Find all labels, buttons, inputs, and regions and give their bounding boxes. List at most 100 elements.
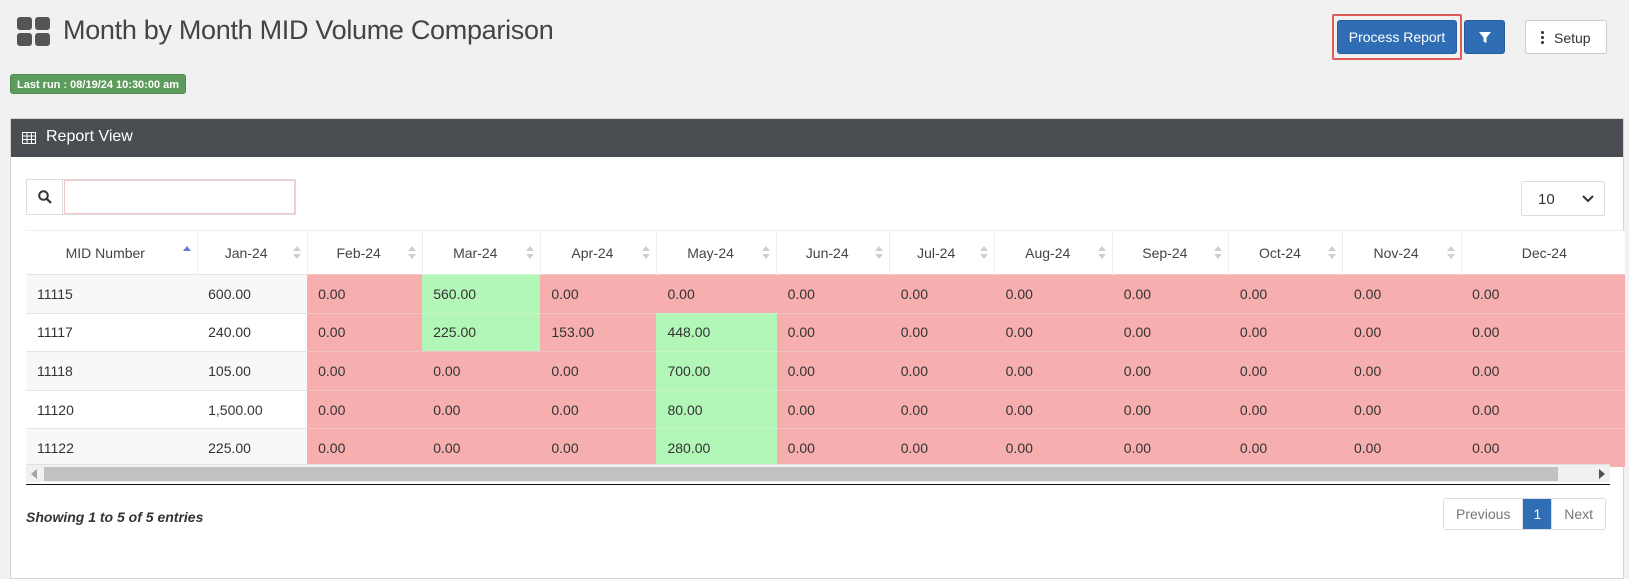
volume-cell: 0.00 (1461, 351, 1625, 391)
sort-arrows-icon (762, 246, 771, 260)
sort-arrows-icon (1328, 246, 1337, 260)
previous-page-button[interactable]: Previous (1444, 499, 1524, 529)
column-header-label: Mar-24 (453, 244, 498, 261)
sort-arrows-icon (980, 246, 989, 260)
kebab-icon (1541, 31, 1545, 45)
volume-cell: 0.00 (1112, 389, 1229, 429)
table-row: 11115 600.00 0.00 560.00 0.00 0.00 0.00 0.00 0.0… (26, 274, 1625, 314)
sort-arrows-icon (182, 246, 191, 260)
volume-cell: 0.00 (1342, 274, 1462, 314)
column-header[interactable]: Jan-24 (197, 230, 308, 275)
volume-cell: 0.00 (307, 389, 423, 429)
scrollbar-thumb[interactable] (44, 467, 1558, 481)
column-header-label: Sep-24 (1142, 244, 1188, 261)
volume-cell: 0.00 (994, 389, 1113, 429)
setup-button[interactable]: Setup (1525, 20, 1607, 54)
volume-cell: 0.00 (889, 351, 995, 391)
column-header-label: Jan-24 (224, 244, 268, 261)
volume-cell: 0.00 (540, 351, 657, 391)
column-header[interactable]: Sep-24 (1112, 230, 1230, 275)
mid-number-cell: 11122 (26, 428, 198, 468)
column-header-label: Feb-24 (336, 244, 381, 261)
volume-cell: 0.00 (540, 428, 657, 468)
volume-cell: 0.00 (994, 351, 1113, 391)
sort-arrows-icon (641, 246, 650, 260)
column-header[interactable]: Jul-24 (889, 230, 996, 275)
search-input[interactable] (64, 180, 295, 214)
volume-cell: 225.00 (197, 428, 308, 468)
column-header[interactable]: May-24 (656, 230, 778, 275)
filter-icon (1479, 32, 1491, 43)
page-title: Month by Month MID Volume Comparison (63, 15, 554, 45)
volume-cell: 0.00 (1112, 351, 1229, 391)
volume-cell: 80.00 (656, 389, 777, 429)
mid-number-cell: 11120 (26, 389, 198, 429)
page-1-button[interactable]: 1 (1523, 499, 1552, 529)
volume-cell: 0.00 (1342, 428, 1462, 468)
search-icon-cell (27, 180, 63, 214)
volume-cell: 0.00 (776, 274, 890, 314)
volume-cell: 240.00 (197, 312, 308, 352)
column-header-label: Jul-24 (917, 244, 956, 261)
volume-cell: 0.00 (1228, 312, 1343, 352)
report-table: MID Number Jan-24 Feb-24 Mar-24 Apr-24 May-24… (26, 230, 1625, 468)
volume-cell: 0.00 (776, 312, 890, 352)
table-row: 11120 1,500.00 0.00 0.00 0.00 80.00 0.00 0.00 0.… (26, 389, 1625, 429)
volume-cell: 0.00 (889, 428, 995, 468)
volume-cell: 153.00 (540, 312, 657, 352)
column-header[interactable]: Dec-24 (1461, 230, 1625, 275)
column-header-label: Jun-24 (805, 244, 849, 261)
column-header-label: Oct-24 (1258, 244, 1301, 261)
column-header[interactable]: Feb-24 (307, 230, 423, 275)
volume-cell: 0.00 (1228, 351, 1343, 391)
process-report-button[interactable]: Process Report (1337, 20, 1457, 54)
volume-cell: 600.00 (197, 274, 308, 314)
mid-number-cell: 11117 (26, 312, 198, 352)
panel-title: Report View (46, 128, 133, 145)
volume-cell: 0.00 (1342, 389, 1462, 429)
volume-cell: 0.00 (1461, 428, 1625, 468)
volume-cell: 0.00 (1461, 274, 1625, 314)
sort-arrows-icon (1446, 246, 1455, 260)
volume-cell: 0.00 (994, 428, 1113, 468)
column-header-label: May-24 (687, 244, 734, 261)
column-header[interactable]: Nov-24 (1342, 230, 1462, 275)
next-page-button[interactable]: Next (1551, 499, 1606, 529)
column-header-label: Aug-24 (1025, 244, 1071, 261)
volume-cell: 0.00 (307, 274, 423, 314)
volume-cell: 0.00 (422, 389, 541, 429)
column-header[interactable]: Apr-24 (540, 230, 657, 275)
volume-cell: 0.00 (1461, 389, 1625, 429)
table-icon (22, 132, 36, 144)
volume-cell: 0.00 (776, 428, 890, 468)
volume-cell: 0.00 (1112, 274, 1229, 314)
table-divider (26, 484, 1610, 485)
table-body: 11115 600.00 0.00 560.00 0.00 0.00 0.00 0.00 0.0… (26, 274, 1625, 468)
volume-cell: 0.00 (307, 312, 423, 352)
volume-cell: 0.00 (1228, 274, 1343, 314)
volume-cell: 0.00 (776, 389, 890, 429)
column-header[interactable]: MID Number (26, 230, 198, 275)
column-header[interactable]: Oct-24 (1228, 230, 1344, 275)
horizontal-scrollbar[interactable] (26, 464, 1610, 482)
volume-cell: 0.00 (994, 274, 1113, 314)
last-run-badge: Last run : 08/19/24 10:30:00 am (10, 74, 187, 94)
volume-cell: 0.00 (1112, 312, 1229, 352)
page-size-select[interactable]: 10 (1521, 181, 1605, 216)
table-row: 11118 105.00 0.00 0.00 0.00 700.00 0.00 0.00 0.0… (26, 351, 1625, 391)
scroll-right-icon[interactable] (1599, 469, 1605, 479)
filter-button[interactable] (1464, 20, 1505, 54)
column-header[interactable]: Mar-24 (422, 230, 541, 275)
column-header[interactable]: Jun-24 (776, 230, 891, 275)
volume-cell: 0.00 (422, 428, 541, 468)
volume-cell: 448.00 (656, 312, 777, 352)
column-header[interactable]: Aug-24 (994, 230, 1114, 275)
volume-cell: 0.00 (307, 351, 423, 391)
sort-arrows-icon (407, 246, 416, 260)
volume-cell: 700.00 (656, 351, 777, 391)
column-header-label: MID Number (65, 244, 145, 261)
scroll-left-icon[interactable] (31, 469, 37, 479)
entries-info: Showing 1 to 5 of 5 entries (26, 509, 204, 525)
report-panel: Report View 10 MID Number Jan-24 Feb-24 Mar… (10, 118, 1625, 579)
dashboard-grid-icon (17, 17, 50, 46)
